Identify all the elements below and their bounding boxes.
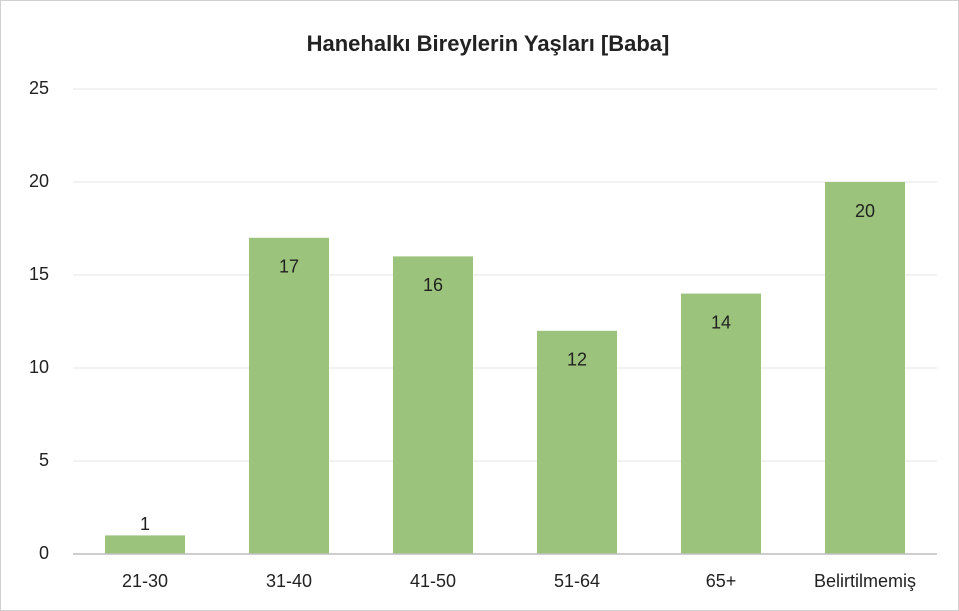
x-tick-label: Belirtilmemiş xyxy=(814,571,916,591)
x-tick-label: 31-40 xyxy=(266,571,312,591)
y-tick-label: 20 xyxy=(29,171,49,191)
x-tick-label: 65+ xyxy=(706,571,737,591)
data-label: 12 xyxy=(567,350,587,370)
chart-title: Hanehalkı Bireylerin Yaşları [Baba] xyxy=(307,31,670,56)
data-label: 20 xyxy=(855,201,875,221)
data-label: 1 xyxy=(140,514,150,534)
bar xyxy=(249,237,329,555)
y-tick-label: 15 xyxy=(29,264,49,284)
bar xyxy=(681,293,761,554)
data-label: 14 xyxy=(711,312,731,332)
y-tick-label: 0 xyxy=(39,543,49,563)
bar xyxy=(825,182,905,554)
bar xyxy=(537,330,617,554)
bar xyxy=(393,256,473,554)
y-tick-label: 10 xyxy=(29,357,49,377)
y-tick-label: 25 xyxy=(29,78,49,98)
x-tick-label: 51-64 xyxy=(554,571,600,591)
x-tick-label: 21-30 xyxy=(122,571,168,591)
y-tick-label: 5 xyxy=(39,450,49,470)
x-tick-label: 41-50 xyxy=(410,571,456,591)
data-label: 17 xyxy=(279,257,299,277)
bar xyxy=(105,535,185,554)
data-label: 16 xyxy=(423,275,443,295)
